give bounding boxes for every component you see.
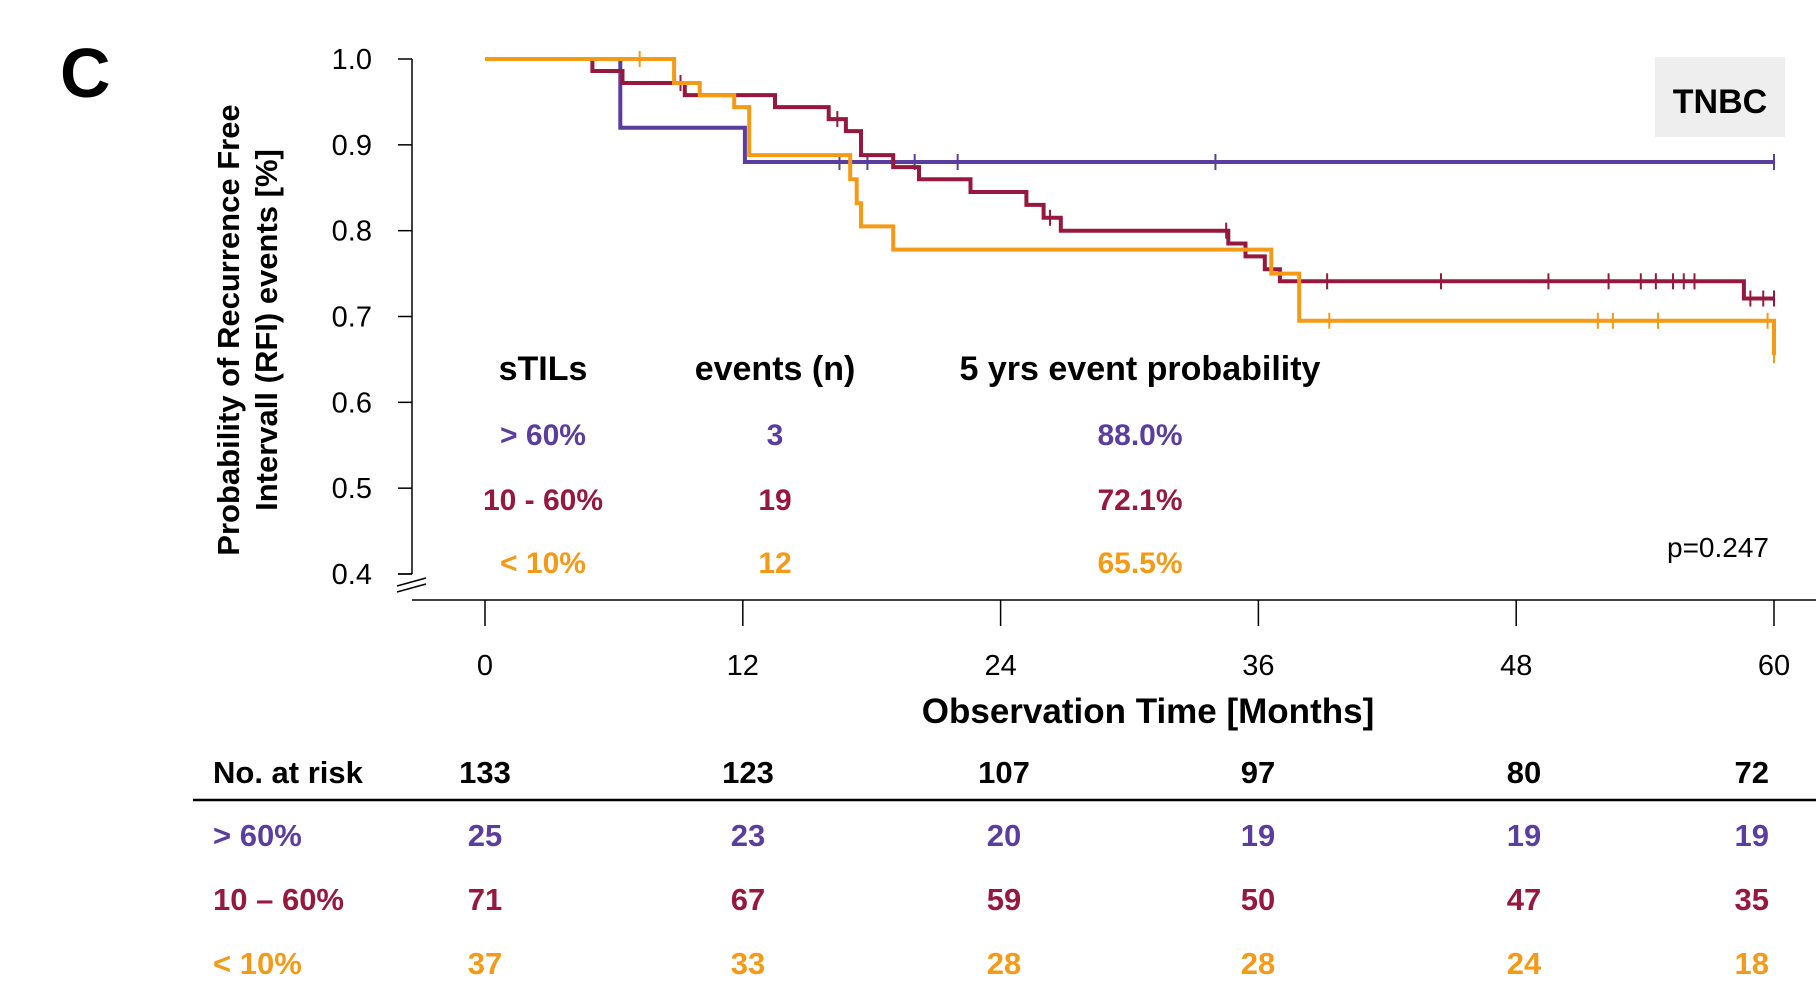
y-axis-label-line-2: Intervall (RFI) events [%] [249,149,284,511]
legend-cell: 12 [758,547,791,580]
y-axis-label: Probability of Recurrence FreeIntervall … [211,104,284,555]
subgroup-badge: TNBC [1673,83,1767,121]
risk-row-label: > 60% [213,818,302,853]
x-tick-label: 60 [1758,650,1790,682]
risk-total: 72 [1735,755,1769,790]
legend-cell: 88.0% [1097,419,1182,452]
x-tick-label: 12 [727,650,759,682]
legend-cell: 72.1% [1097,484,1182,517]
risk-cell: 67 [731,882,765,917]
risk-row-label: 10 – 60% [213,882,344,917]
risk-cell: 28 [987,946,1021,981]
risk-row-label: < 10% [213,946,302,981]
y-axis-title: Probability of Recurrence FreeIntervall … [211,104,284,555]
y-tick-label: 0.7 [332,302,372,334]
subgroup-badge-bg [1655,57,1785,137]
y-tick-label: 0.9 [332,130,372,162]
legend-cell: 65.5% [1097,547,1182,580]
y-tick-label: 0.6 [332,387,372,419]
survival-curve [485,57,1774,164]
x-tick-label: 36 [1242,650,1274,682]
risk-cell: 28 [1241,946,1275,981]
risk-cell: 33 [731,946,765,981]
p-value: p=0.247 [1667,532,1769,563]
x-tick-label: 24 [984,650,1016,682]
legend-table: sTILs events (n) 5 yrs event probability > … [483,350,1321,580]
risk-cell: 59 [987,882,1021,917]
axis-break-mark [396,577,427,587]
risk-cell: 23 [731,818,765,853]
risk-cell: 18 [1735,946,1769,981]
risk-cell: 37 [468,946,502,981]
risk-total: 80 [1507,755,1541,790]
risk-table: No. at risk 133 123 107 97 80 72 > 60% 25 23 20 19 1… [193,755,1816,981]
x-axis-label: Observation Time [Months] [922,692,1374,731]
legend-header: 5 yrs event probability [960,350,1321,388]
legend-cell: 10 - 60% [483,484,603,517]
legend-header: events (n) [695,350,856,388]
x-tick-label: 0 [477,650,493,682]
y-tick-label: 1.0 [332,44,372,76]
series-3 [485,51,1776,364]
series-layer [485,51,1776,364]
risk-total: 123 [722,755,774,790]
risk-cell: 47 [1507,882,1541,917]
risk-total: 97 [1241,755,1275,790]
panel-letter: C [60,34,111,112]
series-1 [485,57,1775,170]
risk-cell: 19 [1735,818,1769,853]
x-tick-label: 48 [1500,650,1532,682]
risk-cell: 19 [1241,818,1275,853]
risk-cell: 71 [468,882,502,917]
risk-total: 107 [978,755,1030,790]
axis-break-mark [396,583,427,593]
survival-curve [485,57,1776,356]
legend-header: sTILs [499,350,588,388]
y-axis-label-line-1: Probability of Recurrence Free [211,104,246,555]
y-tick-label: 0.8 [332,216,372,248]
series-2 [485,57,1775,307]
legend-cell: 19 [758,484,791,517]
risk-cell: 24 [1507,946,1542,981]
risk-cell: 19 [1507,818,1541,853]
risk-cell: 20 [987,818,1021,853]
risk-total: 133 [459,755,511,790]
risk-table-header-label: No. at risk [213,755,364,790]
axes: 0.4 0.5 0.6 0.7 0.8 0.9 1.0 0 12 24 36 48 60 [332,44,1816,682]
survival-curve [485,57,1774,301]
y-tick-label: 0.5 [332,473,372,505]
risk-cell: 35 [1735,882,1769,917]
risk-cell: 50 [1241,882,1275,917]
legend-cell: > 60% [500,419,586,452]
legend-cell: < 10% [500,547,586,580]
legend-cell: 3 [767,419,784,452]
risk-cell: 25 [468,818,502,853]
y-tick-label: 0.4 [332,559,372,591]
